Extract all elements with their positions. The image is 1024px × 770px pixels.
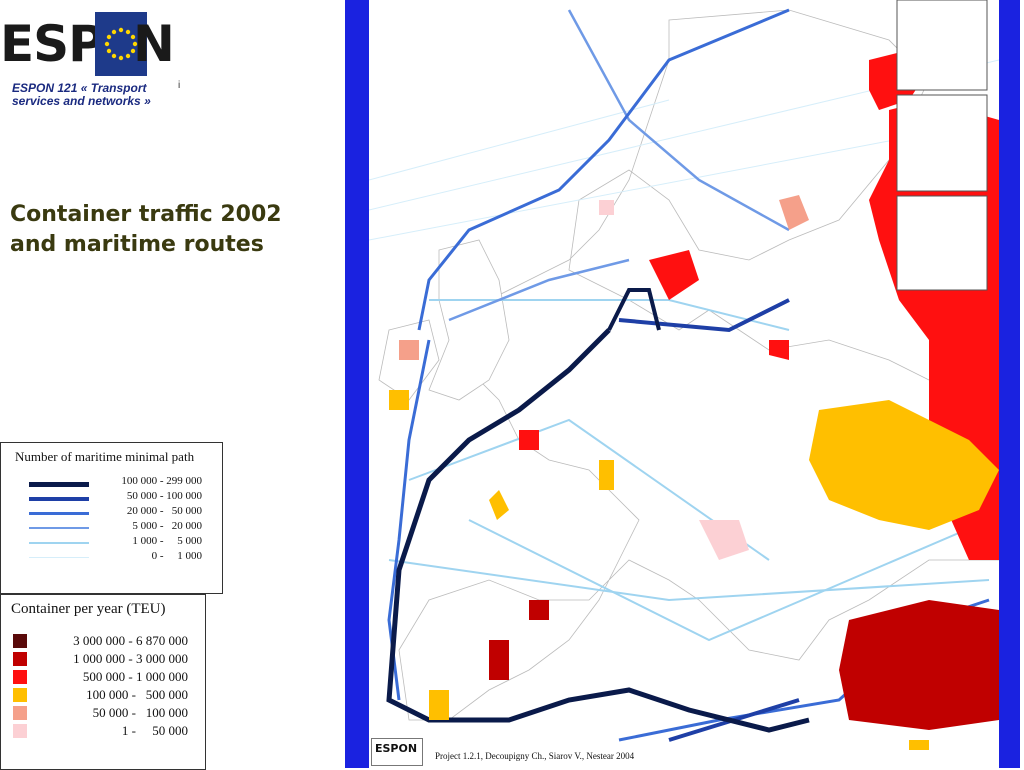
legend-line [29, 512, 89, 515]
region-salmon [399, 340, 419, 360]
legend-item: 100 000 - 299 000 [29, 475, 214, 491]
legend-label: 1 - 50 000 [121, 723, 188, 738]
legend-item: 1 - 50 000 [13, 722, 198, 740]
legend-item: 500 000 - 1 000 000 [13, 668, 198, 686]
legend-item: 5 000 - 20 000 [29, 520, 214, 536]
map-credit: Project 1.2.1, Decoupigny Ch., Siarov V.… [435, 751, 635, 761]
legend-label: 100 000 - 299 000 [121, 475, 202, 487]
legend-line [29, 527, 89, 529]
legend-label: 50 000 - 100 000 [92, 705, 188, 720]
legend-line [29, 542, 89, 544]
legend-item: 50 000 - 100 000 [13, 704, 198, 722]
legend-item: 50 000 - 100 000 [29, 490, 214, 506]
region-red [519, 430, 539, 450]
legend-line [29, 497, 89, 501]
region-dark-red [839, 600, 999, 730]
legend-line [29, 482, 89, 487]
region-salmon [779, 195, 809, 230]
legend-item: 1 000 - 5 000 [29, 535, 214, 551]
region-yellow [389, 390, 409, 410]
legend-container-teu: Container per year (TEU) 3 000 000 - 6 8… [0, 594, 206, 770]
legend-item: 0 - 1 000 [29, 550, 214, 566]
legend-label: 50 000 - 100 000 [126, 490, 202, 502]
legend-label: 3 000 000 - 6 870 000 [73, 633, 188, 648]
inset-maps [896, 0, 988, 291]
region-dark-red [489, 640, 509, 680]
route-path [386, 328, 810, 733]
mini-espon-logo: ESPON [371, 738, 423, 766]
route-path [369, 99, 670, 181]
mini-logo-text: ESPON [375, 742, 418, 755]
legend-item: 100 000 - 500 000 [13, 686, 198, 704]
legend-label: 0 - 1 000 [151, 550, 202, 562]
route-path [448, 258, 630, 322]
region-yellow [909, 740, 929, 750]
region-dark-red [529, 600, 549, 620]
maritime-routes [369, 8, 999, 742]
legend-title: Container per year (TEU) [11, 601, 166, 617]
route-path [408, 418, 770, 561]
route-path [607, 288, 661, 331]
region-yellow [809, 400, 999, 530]
legend-swatch [13, 706, 27, 720]
espon-logo: ESP N [0, 12, 185, 76]
legend-swatch [13, 688, 27, 702]
legend-swatch [13, 724, 27, 738]
route-path [417, 8, 790, 331]
project-label: ESPON 121 « Transport services and netwo… [12, 81, 151, 108]
legend-item: 1 000 000 - 3 000 000 [13, 650, 198, 668]
legend-maritime-paths: Number of maritime minimal path 100 000 … [0, 442, 223, 594]
legend-swatch [13, 652, 27, 666]
legend-line [29, 557, 89, 558]
region-yellow [599, 460, 614, 490]
legend-label: 1 000 000 - 3 000 000 [73, 651, 188, 666]
region-pink [699, 520, 749, 560]
legend-label: 1 000 - 5 000 [132, 535, 202, 547]
logo-text-n: N [133, 15, 175, 73]
region-red [649, 250, 699, 300]
legend-swatch [13, 634, 27, 648]
page-title: Container traffic 2002 and maritime rout… [10, 202, 282, 257]
legend-title: Number of maritime minimal path [15, 449, 195, 464]
route-path [468, 519, 990, 642]
legend-swatch [13, 670, 27, 684]
legend-label: 5 000 - 20 000 [132, 520, 202, 532]
route-path [567, 9, 790, 232]
legend-label: 100 000 - 500 000 [86, 687, 188, 702]
europe-maritime-map [369, 0, 999, 768]
legend-label: 20 000 - 50 000 [126, 505, 202, 517]
region-yellow [489, 490, 509, 520]
region-red [769, 340, 789, 360]
region-pink [599, 200, 614, 215]
eu-flag-icon [95, 12, 147, 76]
legend-item: 20 000 - 50 000 [29, 505, 214, 521]
marker-text: i [178, 80, 181, 91]
route-path [388, 559, 990, 602]
legend-item: 3 000 000 - 6 870 000 [13, 632, 198, 650]
region-yellow [429, 690, 449, 720]
logo-text-esp: ESP [0, 15, 105, 73]
legend-label: 500 000 - 1 000 000 [82, 669, 188, 684]
land-shapes [378, 9, 999, 721]
